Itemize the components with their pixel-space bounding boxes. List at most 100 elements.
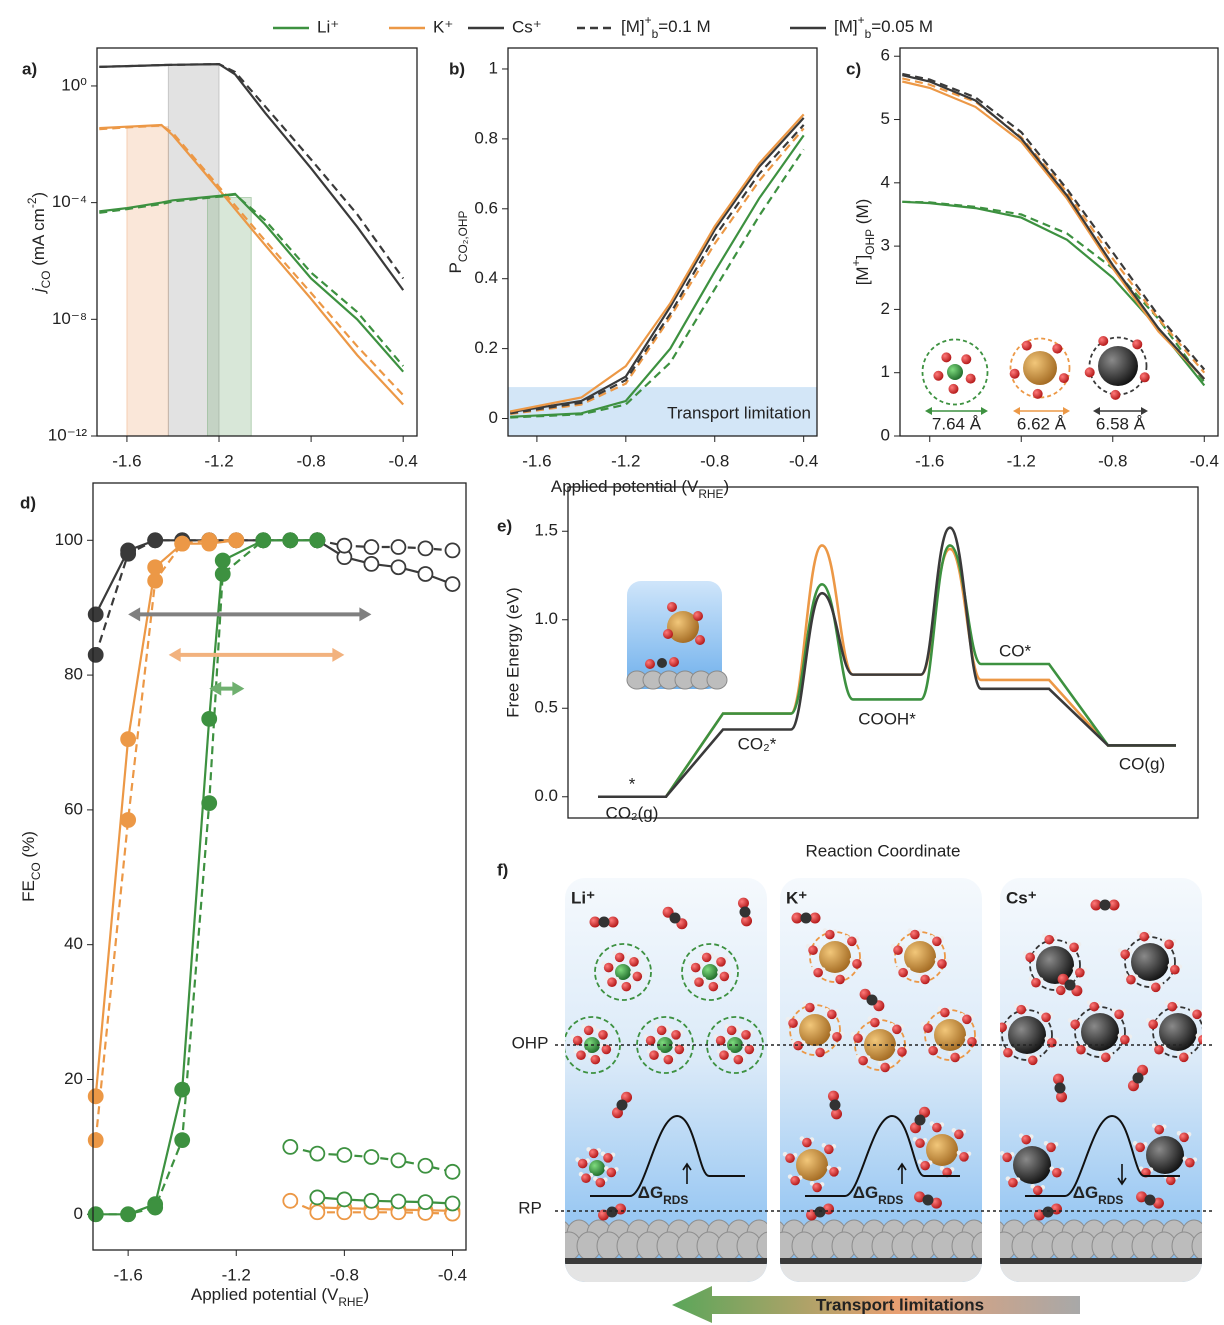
oxygen: [741, 915, 753, 927]
text-part: =0.05 M: [871, 17, 933, 36]
oxygen: [791, 912, 803, 924]
oxygen: [806, 1209, 818, 1221]
oxygen: [1170, 964, 1180, 975]
scene-panel: ΔGRDS Cs⁺: [1000, 878, 1202, 1282]
x-tick-label: -0.4: [438, 1265, 467, 1284]
oxygen: [928, 1045, 938, 1056]
electrode-edge: [780, 1264, 982, 1282]
oxygen: [930, 1197, 942, 1209]
oxygen: [572, 1035, 583, 1046]
marker: [309, 532, 326, 549]
oxygen: [589, 916, 601, 928]
surface-atom: [971, 1231, 982, 1261]
oxygen: [813, 967, 823, 978]
oxygen: [1052, 343, 1063, 354]
oxygen: [1021, 1134, 1032, 1145]
oxygen: [1150, 982, 1161, 993]
scene-panel: ΔGRDS Li⁺: [565, 878, 767, 1282]
y-axis-label: jCO (mA cm-2): [25, 192, 53, 294]
oxygen: [726, 1025, 737, 1036]
oxygen: [1167, 1001, 1178, 1012]
oxygen: [606, 1167, 617, 1178]
panel: e) Free Energy (eV) Reaction Coordinate 0.0…: [497, 486, 1199, 860]
oxygen: [1070, 1019, 1080, 1030]
y-axis-label: PCO₂,OHP: [446, 211, 470, 274]
y-tick-label: 80: [64, 665, 83, 684]
oxygen: [870, 1017, 880, 1028]
oxygen: [893, 945, 903, 956]
text-part: ]: [853, 255, 872, 260]
solvation-shell: [565, 1016, 621, 1074]
solvation-shell: [1001, 1009, 1053, 1061]
state-label: CO₂*: [738, 734, 777, 753]
series-line: [510, 117, 805, 414]
solvation-shell: [921, 338, 989, 406]
oxygen: [733, 1054, 744, 1065]
legend-label: [M]+b=0.05 M: [834, 13, 933, 41]
text-part: ΔG: [638, 1183, 663, 1202]
oxygen: [719, 971, 730, 982]
marker: [282, 532, 299, 549]
x-tick-label: -1.6: [915, 451, 944, 470]
carbon: [616, 1099, 628, 1111]
oxygen: [576, 1050, 586, 1060]
marker: [417, 1157, 434, 1174]
legend-label: K⁺: [433, 17, 453, 36]
marker: [174, 1132, 191, 1149]
oxygen: [667, 602, 677, 612]
y-axis-label: Free Energy (eV): [503, 587, 522, 717]
oxygen: [1135, 1142, 1145, 1153]
x-tick-label: -1.6: [112, 451, 141, 470]
marker: [390, 1152, 407, 1169]
ion: [1131, 943, 1169, 981]
state-annotation: *: [629, 774, 636, 793]
size-label: 7.64 Å: [932, 414, 982, 433]
oxygen: [967, 1036, 977, 1047]
limit-band: [508, 387, 817, 436]
marker: [363, 555, 380, 572]
x-tick-label: -0.8: [330, 1265, 359, 1284]
oxygen: [1032, 1185, 1043, 1196]
marker: [214, 552, 231, 569]
ion: [926, 1134, 958, 1166]
oxygen: [1164, 939, 1174, 950]
oxygen: [583, 1025, 594, 1036]
oxygen: [805, 1002, 815, 1013]
text-part: RDS: [1098, 1193, 1123, 1207]
carbon: [606, 1206, 618, 1218]
marker: [417, 1194, 434, 1211]
solvation-shell: [809, 931, 861, 983]
x-axis-label: Applied potential (VRHE): [191, 1285, 369, 1309]
marker: [309, 1145, 326, 1162]
series-line: [902, 72, 1206, 371]
carbon: [739, 906, 751, 918]
oxygen: [827, 1090, 839, 1102]
oxygen: [880, 1062, 890, 1073]
electrode-base: [1000, 1258, 1202, 1264]
oxygen: [598, 1209, 610, 1221]
ion: [1081, 1013, 1119, 1051]
plot-frame: [92, 482, 467, 1251]
ion: [1023, 351, 1057, 385]
marker: [147, 572, 164, 589]
y-tick-label: 0.8: [474, 128, 498, 147]
series-line: [510, 148, 805, 419]
surface-atom: [706, 670, 728, 690]
y-tick-label: 3: [881, 236, 890, 255]
panel: c) [M+]OHP (M) -1.6 -1.2 -0.8 -0.4 0 1 2 3 4 5 6 7.64…: [846, 46, 1219, 471]
marker: [282, 1192, 299, 1209]
oxygen: [614, 952, 625, 963]
state-label: CO*: [999, 641, 1032, 660]
panel-label: e): [497, 516, 512, 535]
oxygen: [1052, 1073, 1064, 1085]
ion: [1159, 1013, 1197, 1051]
text-part: ): [29, 192, 48, 198]
y-tick-label: 6: [881, 46, 890, 65]
barrier-arrow: [1117, 1164, 1127, 1186]
ion: [904, 941, 936, 973]
oxygen: [690, 962, 701, 973]
oxygen: [1136, 1191, 1148, 1203]
panel-label: b): [449, 59, 465, 78]
oxygen: [950, 1052, 960, 1063]
